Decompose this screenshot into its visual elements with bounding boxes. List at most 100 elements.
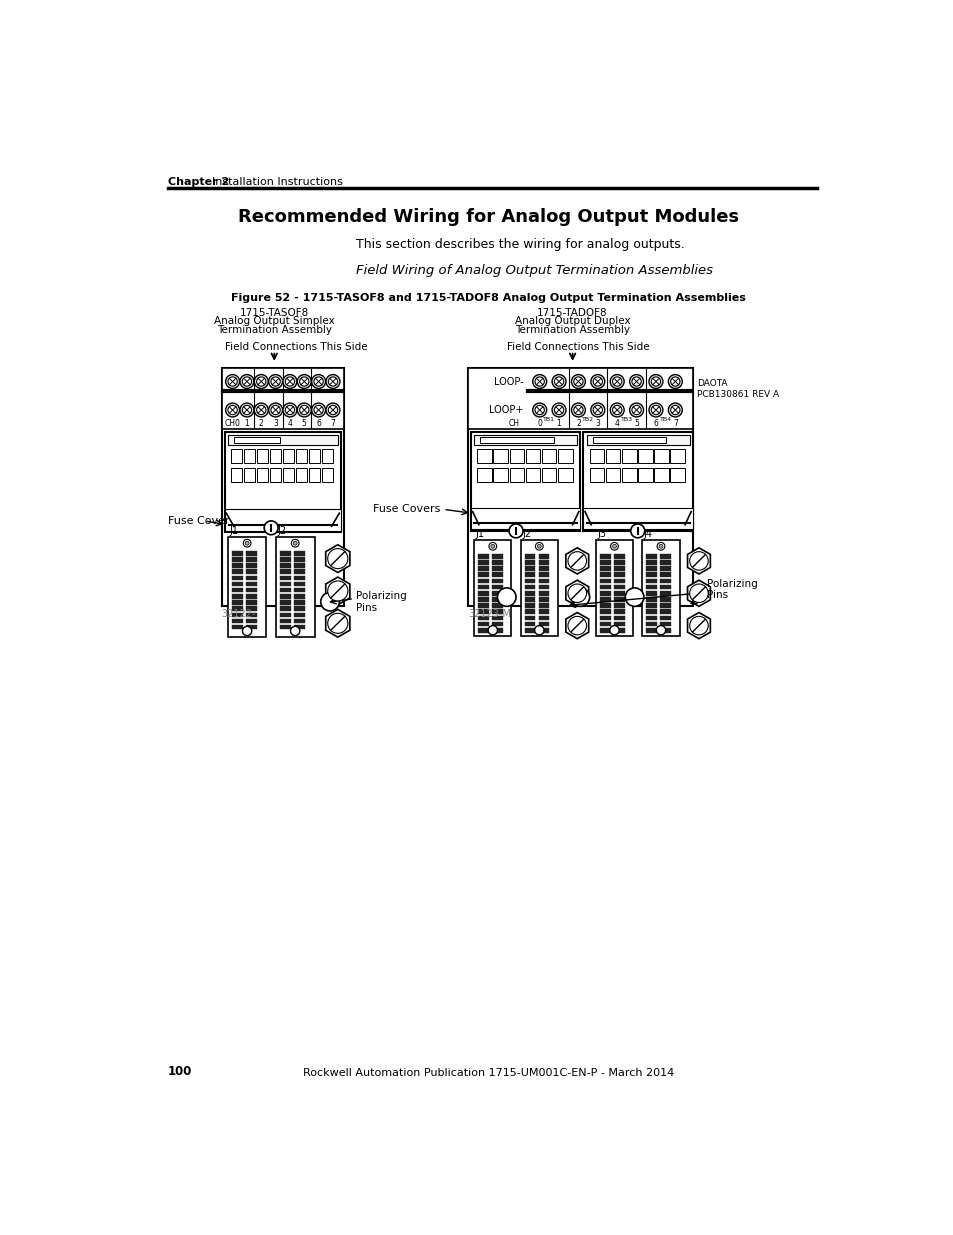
Bar — [524, 585, 535, 589]
Bar — [638, 468, 652, 482]
Bar — [659, 573, 670, 577]
Bar — [477, 561, 488, 564]
Text: CH: CH — [509, 419, 519, 427]
Text: 2: 2 — [258, 419, 263, 427]
Bar — [613, 567, 624, 571]
Bar — [492, 603, 502, 608]
Bar — [645, 597, 657, 601]
Bar — [246, 600, 257, 605]
Bar — [246, 569, 257, 574]
Bar — [221, 368, 344, 430]
Text: Field Connections This Side: Field Connections This Side — [506, 342, 649, 352]
Text: Field Wiring of Analog Output Termination Assemblies: Field Wiring of Analog Output Terminatio… — [355, 264, 712, 277]
Bar — [670, 450, 684, 463]
Bar — [659, 597, 670, 601]
Circle shape — [552, 403, 565, 417]
Circle shape — [509, 524, 522, 537]
Circle shape — [328, 405, 337, 415]
Bar — [224, 432, 340, 532]
Circle shape — [256, 405, 266, 415]
Bar — [613, 627, 624, 632]
Circle shape — [228, 405, 237, 415]
Circle shape — [590, 403, 604, 417]
Circle shape — [299, 405, 309, 415]
Bar — [599, 585, 610, 589]
Bar — [295, 468, 307, 482]
Circle shape — [291, 626, 299, 636]
Bar — [537, 573, 549, 577]
Bar — [613, 579, 624, 583]
Bar — [477, 627, 488, 632]
Circle shape — [245, 541, 249, 545]
Text: 3: 3 — [273, 419, 277, 427]
Polygon shape — [687, 580, 710, 606]
Bar — [537, 615, 549, 620]
Text: 1715-TADOF8: 1715-TADOF8 — [537, 308, 607, 317]
Circle shape — [240, 403, 253, 417]
Circle shape — [532, 374, 546, 389]
Bar — [233, 613, 243, 618]
Bar — [537, 555, 549, 558]
Text: Analog Output Simplex: Analog Output Simplex — [213, 316, 335, 326]
Bar — [280, 625, 291, 630]
Bar — [474, 540, 511, 636]
Polygon shape — [325, 609, 350, 637]
Bar — [558, 468, 572, 482]
Bar — [492, 561, 502, 564]
Bar — [246, 557, 257, 562]
Circle shape — [689, 616, 707, 635]
Bar — [605, 468, 619, 482]
Bar — [492, 579, 502, 583]
Bar — [233, 582, 243, 587]
Bar — [599, 597, 610, 601]
Bar — [613, 615, 624, 620]
Bar — [645, 555, 657, 558]
Bar — [524, 597, 535, 601]
Bar — [294, 563, 305, 568]
Text: DAOTA
PCB130861 REV A: DAOTA PCB130861 REV A — [697, 379, 779, 399]
Bar — [645, 573, 657, 577]
Text: Fuse Cover: Fuse Cover — [168, 516, 230, 526]
Bar — [492, 585, 502, 589]
Bar — [233, 588, 243, 593]
Bar — [509, 450, 523, 463]
Bar — [613, 573, 624, 577]
Bar — [468, 368, 692, 430]
Bar — [476, 468, 492, 482]
Bar — [280, 594, 291, 599]
Text: I: I — [635, 526, 639, 537]
Circle shape — [242, 626, 252, 636]
Bar — [520, 540, 558, 636]
Bar — [541, 450, 556, 463]
Bar — [280, 600, 291, 605]
Bar — [233, 557, 243, 562]
Bar — [280, 588, 291, 593]
Bar — [280, 619, 291, 624]
Text: Termination Assembly: Termination Assembly — [216, 325, 332, 335]
Text: J2: J2 — [277, 526, 286, 536]
Circle shape — [285, 405, 294, 415]
Bar — [246, 606, 257, 611]
Bar — [246, 582, 257, 587]
Circle shape — [320, 593, 339, 611]
Circle shape — [243, 540, 251, 547]
Bar — [477, 573, 488, 577]
Text: Chapter 2: Chapter 2 — [168, 178, 229, 188]
Bar — [586, 436, 689, 445]
Bar — [309, 468, 320, 482]
Polygon shape — [325, 545, 350, 573]
Circle shape — [242, 377, 252, 387]
Circle shape — [689, 584, 707, 603]
Circle shape — [629, 403, 643, 417]
Bar — [233, 625, 243, 630]
Circle shape — [264, 521, 278, 535]
Bar — [524, 579, 535, 583]
Circle shape — [297, 374, 311, 389]
Bar — [599, 609, 610, 614]
Bar — [493, 468, 508, 482]
Circle shape — [283, 403, 296, 417]
Bar — [492, 609, 502, 614]
Bar — [524, 615, 535, 620]
Bar — [228, 537, 266, 637]
Bar — [659, 615, 670, 620]
